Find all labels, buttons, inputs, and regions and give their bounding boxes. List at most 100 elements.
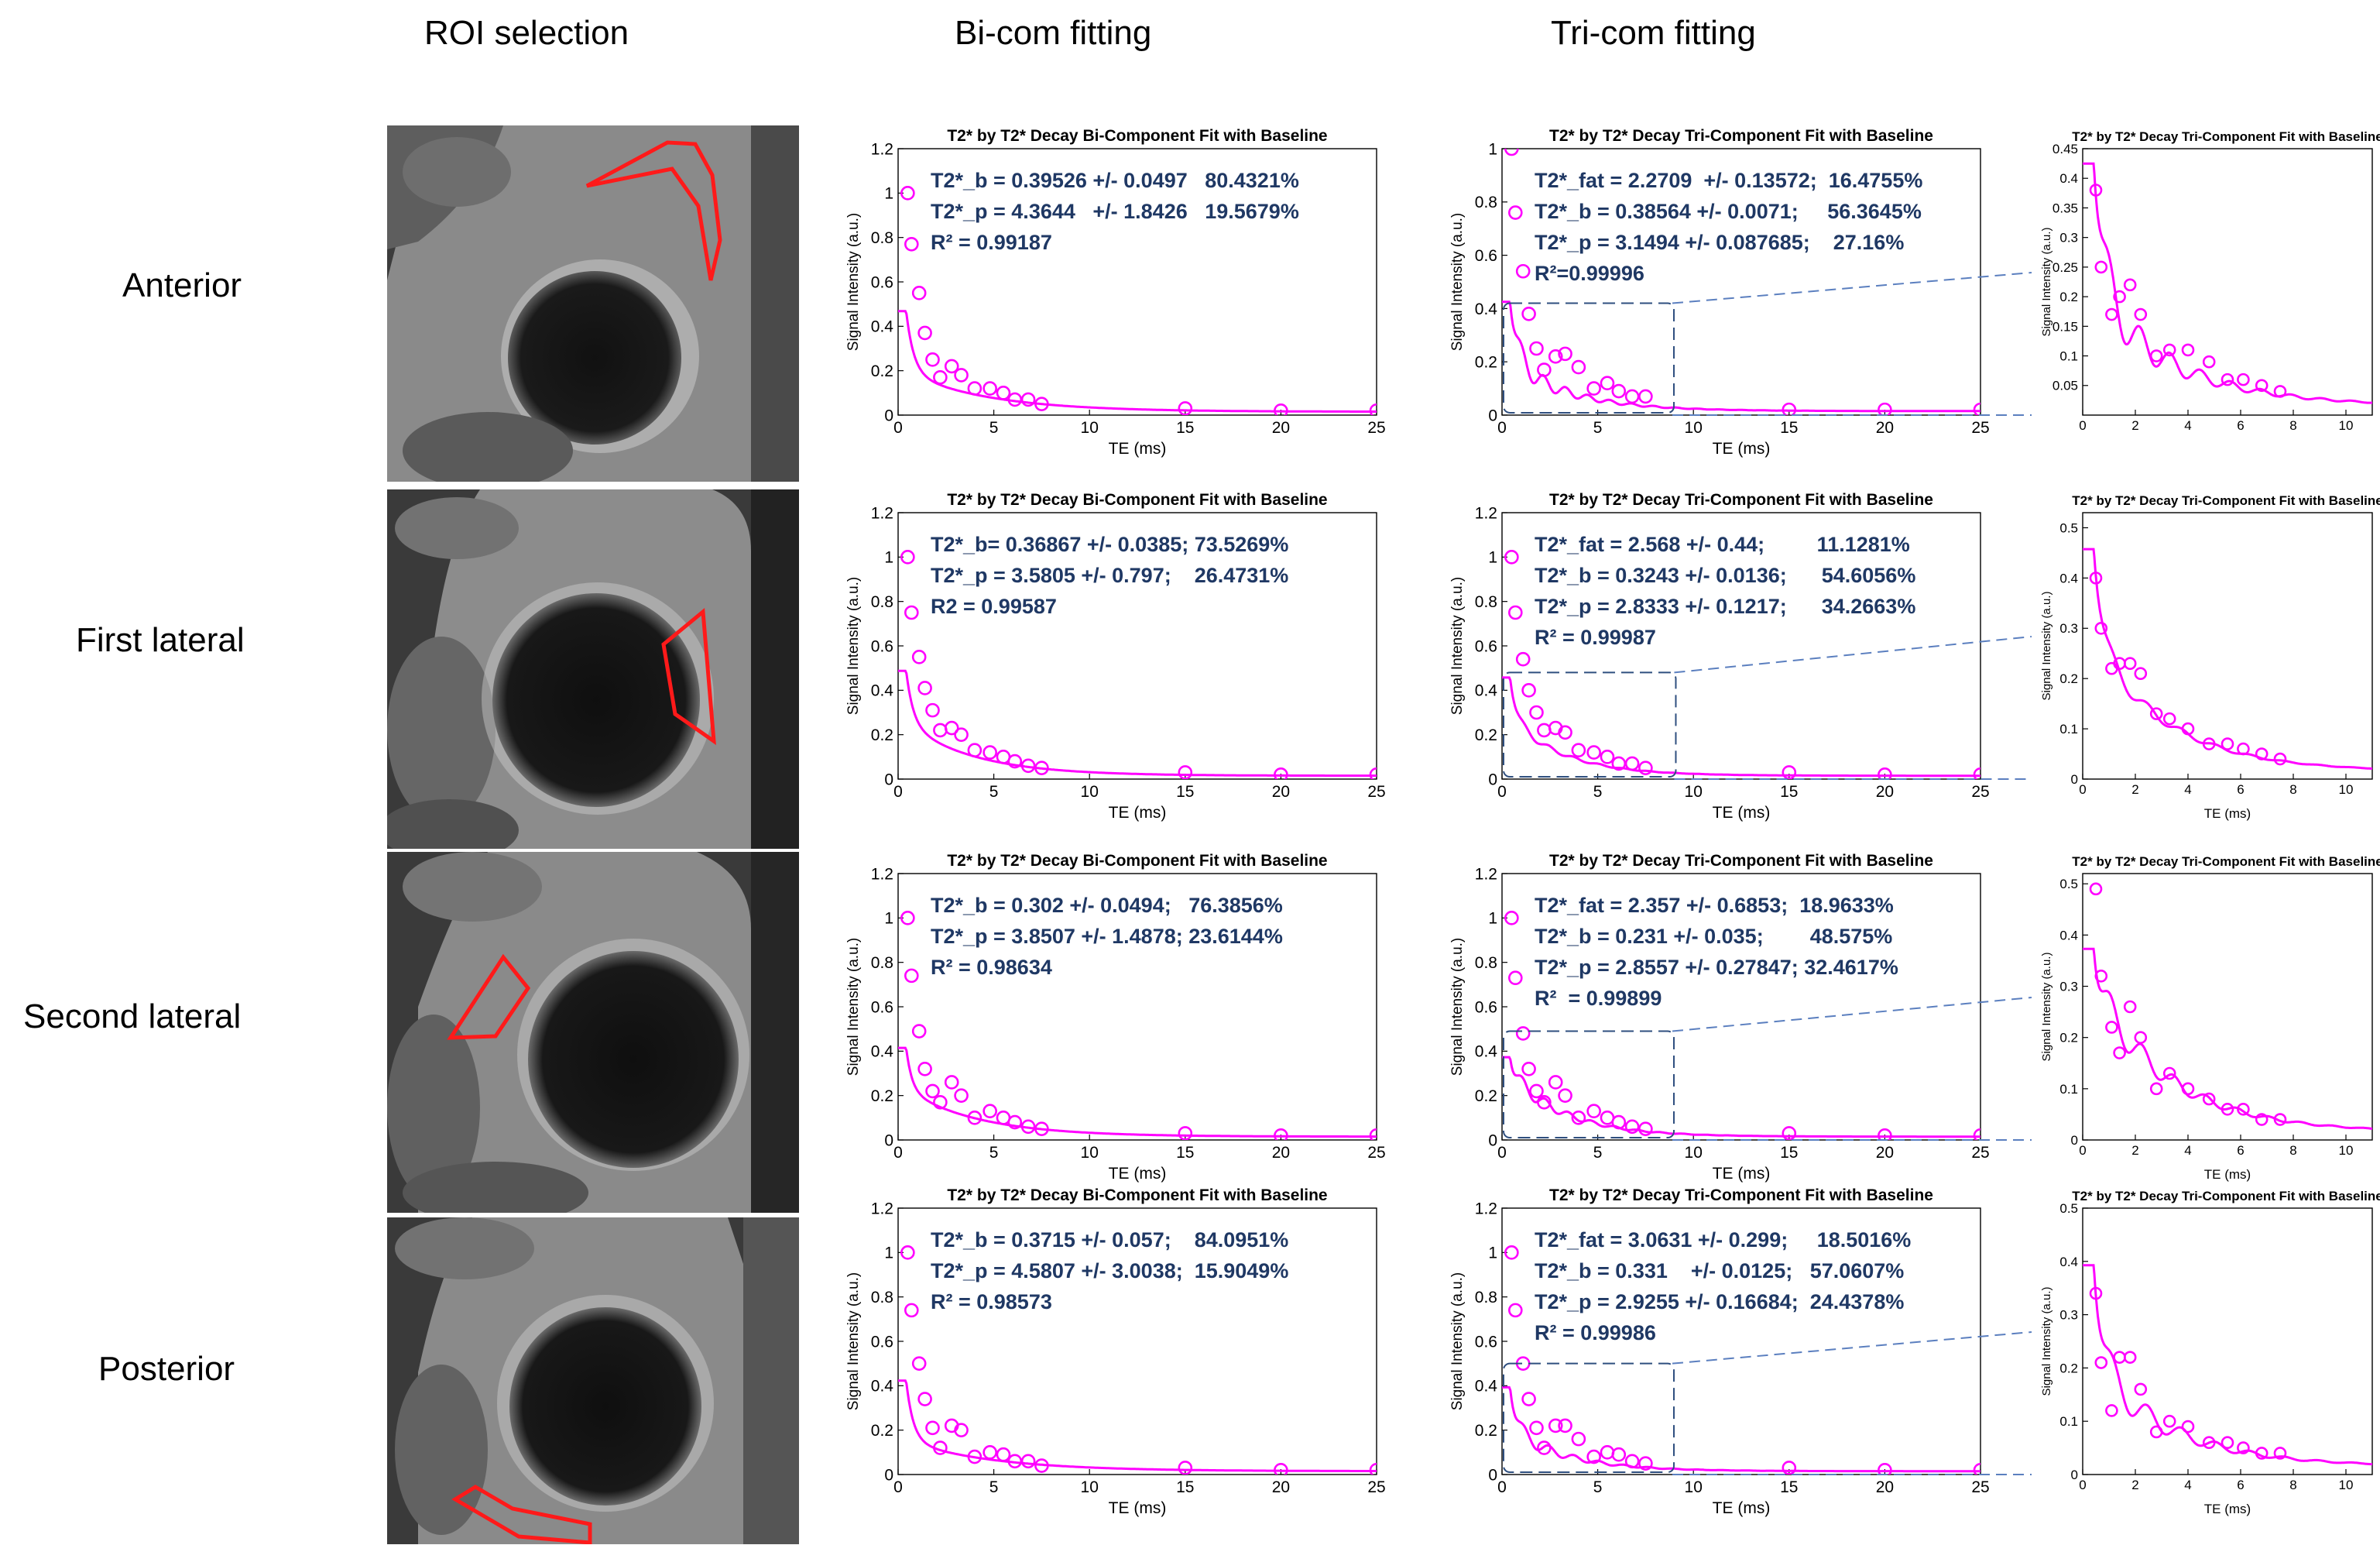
- roi-image-anterior: [387, 125, 799, 482]
- x-tick-label: 2: [2131, 418, 2138, 433]
- y-tick-label: 0: [2071, 1468, 2078, 1482]
- fit-annotation: T2*_b = 0.3243 +/- 0.0136; 54.6056%: [1535, 564, 1915, 587]
- column-title-bi: Bi-com fitting: [955, 14, 1152, 52]
- y-tick-label: 0.15: [2052, 319, 2078, 334]
- fit-curve: [2083, 548, 2372, 770]
- x-tick-label: 0: [1497, 783, 1507, 801]
- data-point: [2202, 1092, 2216, 1106]
- data-point: [904, 236, 919, 252]
- y-tick-label: 0.2: [2059, 1361, 2078, 1375]
- data-point: [954, 727, 969, 742]
- data-point: [2123, 657, 2137, 671]
- chart-tri-second-lateral: T2* by T2* Decay Tri-Component Fit with …: [1448, 850, 1990, 1183]
- x-tick-label: 20: [1272, 783, 1290, 801]
- y-axis-label: Signal Intensity (a.u.): [845, 938, 862, 1076]
- data-point: [1529, 1420, 1544, 1436]
- data-point: [1178, 1461, 1193, 1475]
- data-point: [967, 743, 983, 758]
- data-point: [1504, 149, 1519, 156]
- data-point: [917, 1392, 932, 1406]
- data-point: [2273, 1113, 2287, 1126]
- plot-area: [1502, 1245, 1980, 1475]
- fit-annotation: R² = 0.99987: [1535, 626, 1656, 649]
- x-axis-label: TE (ms): [1713, 804, 1771, 822]
- data-point: [1508, 605, 1523, 620]
- row-label-first-lateral: First lateral: [76, 621, 245, 659]
- y-tick-label: 0.4: [871, 682, 894, 700]
- data-point: [1521, 1061, 1536, 1076]
- fit-curve: [898, 310, 1377, 413]
- x-tick-label: 25: [1971, 1144, 1989, 1162]
- plot-frame: [1501, 148, 1981, 416]
- fit-curve: [898, 1379, 1377, 1472]
- chart-title: T2* by T2* Decay Bi-Component Fit with B…: [947, 491, 1327, 509]
- data-point: [911, 650, 927, 664]
- x-tick-label: 15: [1780, 419, 1798, 437]
- y-tick-label: 1.2: [871, 865, 893, 883]
- plot-area: [1502, 911, 1980, 1140]
- data-point: [1274, 1462, 1288, 1475]
- x-tick-label: 15: [1176, 419, 1194, 437]
- data-point: [1586, 745, 1601, 760]
- data-point: [1973, 1462, 1980, 1475]
- data-point: [2255, 1113, 2269, 1126]
- data-point: [1878, 767, 1892, 779]
- zoom-first-svg: T2* by T2* Decay Tri-Component Fit with …: [2040, 493, 2380, 821]
- data-point: [2237, 373, 2250, 386]
- x-axis-label: TE (ms): [1109, 804, 1167, 822]
- data-point: [983, 745, 997, 760]
- data-point: [2181, 1420, 2195, 1433]
- data-point: [996, 1447, 1011, 1462]
- x-tick-label: 8: [2289, 418, 2296, 433]
- y-tick-label: 0: [2071, 1133, 2078, 1148]
- data-point: [2162, 343, 2176, 357]
- data-point: [1782, 1461, 1797, 1475]
- y-tick-label: 0.4: [1475, 300, 1498, 318]
- data-point: [2202, 355, 2216, 369]
- y-tick-label: 0: [1488, 1131, 1497, 1149]
- x-tick-label: 5: [1593, 419, 1603, 437]
- roi-outline-first-lateral: [661, 608, 716, 746]
- x-tick-label: 15: [1780, 783, 1798, 801]
- fit-annotation: T2*_p = 2.8333 +/- 0.1217; 34.2663%: [1535, 595, 1915, 618]
- data-point: [925, 352, 940, 367]
- y-tick-label: 0.2: [871, 1422, 893, 1440]
- zoom-connector-line: [1672, 1331, 2032, 1365]
- x-tick-label: 6: [2237, 782, 2244, 797]
- data-point: [1007, 392, 1023, 407]
- x-tick-label: 0: [2079, 1478, 2086, 1492]
- x-axis-label: TE (ms): [1109, 440, 1167, 458]
- y-tick-label: 0.1: [2059, 1082, 2078, 1097]
- zoom-connector-line: [1674, 636, 2032, 674]
- data-point: [967, 1111, 983, 1125]
- chart-title: T2* by T2* Decay Tri-Component Fit with …: [1549, 852, 1933, 870]
- data-point: [1369, 403, 1377, 415]
- fit-annotation: R2 = 0.99587: [931, 595, 1057, 618]
- fit-annotation: R² = 0.99899: [1535, 987, 1662, 1010]
- chart-title: T2* by T2* Decay Tri-Component Fit with …: [1549, 1186, 1933, 1204]
- zoom-second-svg: T2* by T2* Decay Tri-Component Fit with …: [2040, 854, 2380, 1182]
- chart-zoom-posterior: T2* by T2* Decay Tri-Component Fit with …: [2036, 1185, 2380, 1518]
- fit-annotation: R² = 0.98634: [931, 956, 1052, 979]
- data-point: [2113, 290, 2126, 304]
- row-label-anterior: Anterior: [122, 266, 242, 304]
- chart-bi-second-lateral: T2* by T2* Decay Bi-Component Fit with B…: [844, 850, 1386, 1183]
- x-tick-label: 20: [1876, 783, 1894, 801]
- y-tick-label: 0.2: [1475, 1087, 1497, 1105]
- bi-second-svg: T2* by T2* Decay Bi-Component Fit with B…: [845, 852, 1386, 1183]
- y-tick-label: 0.35: [2052, 201, 2078, 215]
- y-tick-label: 0.45: [2052, 142, 2078, 156]
- column-title-roi: ROI selection: [424, 14, 629, 52]
- data-point: [1558, 1418, 1572, 1433]
- data-point: [900, 911, 915, 925]
- data-point: [1611, 1447, 1627, 1462]
- x-tick-label: 8: [2289, 1143, 2296, 1158]
- x-tick-label: 10: [1081, 783, 1099, 801]
- data-point: [1521, 683, 1536, 698]
- data-point: [1638, 760, 1653, 775]
- data-point: [1515, 263, 1531, 279]
- data-point: [954, 368, 969, 383]
- y-tick-label: 0.4: [871, 1378, 894, 1396]
- data-point: [1973, 402, 1980, 415]
- y-axis-label: Signal Intensity (a.u.): [2040, 592, 2053, 701]
